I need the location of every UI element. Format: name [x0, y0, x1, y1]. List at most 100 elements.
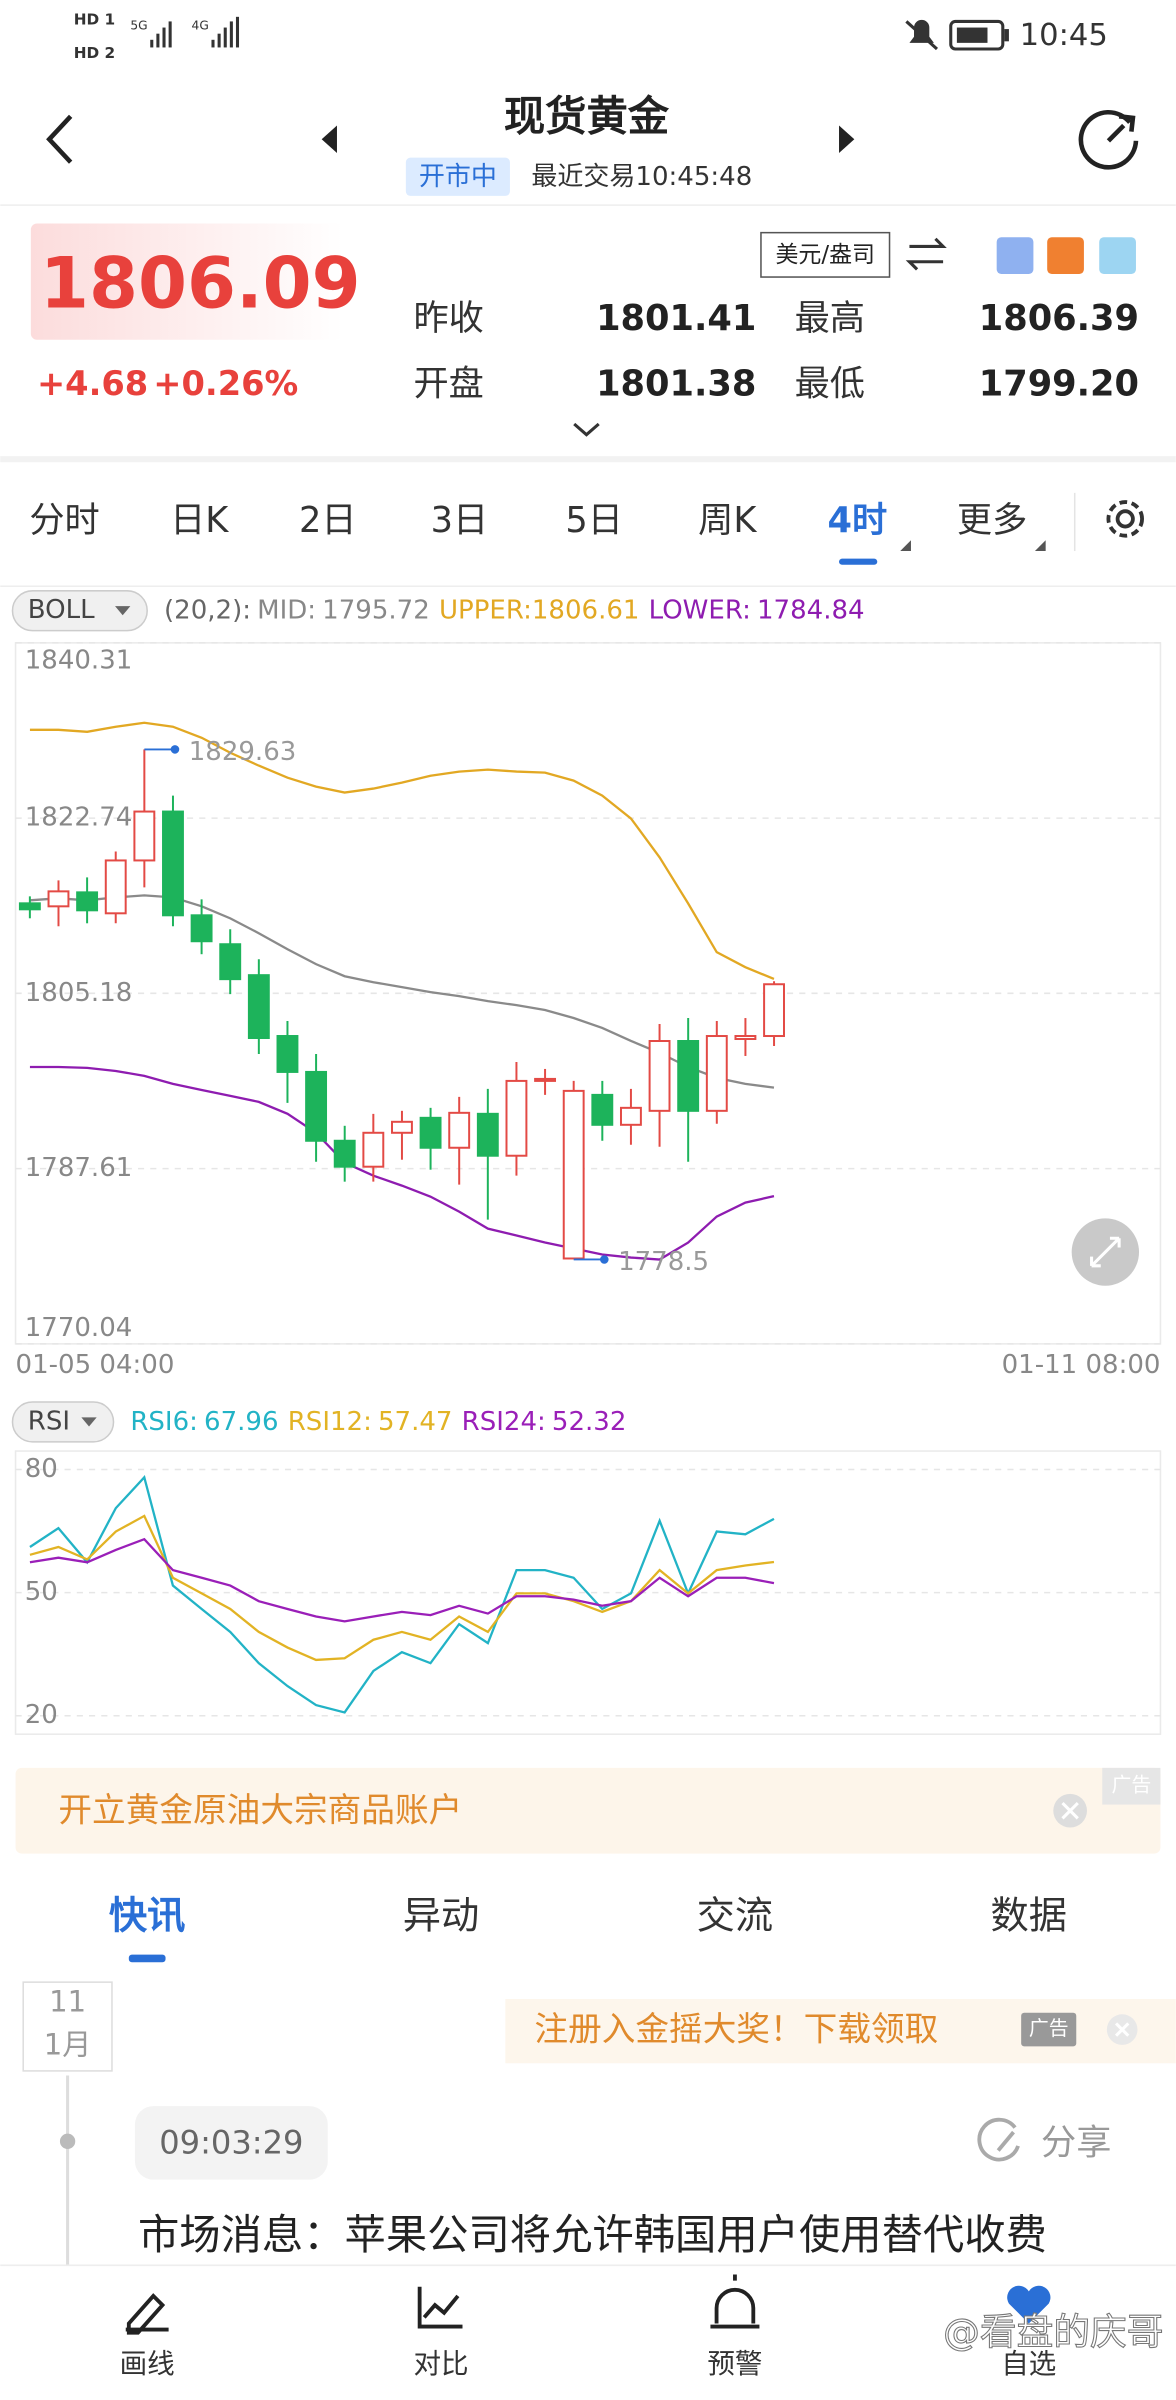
stat-value: 1806.39: [979, 298, 1139, 339]
period-tab[interactable]: 更多: [957, 500, 1027, 541]
nav-background: [0, 2265, 1176, 2400]
legend: RSI6: 67.96 RSI12: 57.47 RSI24: 52.32: [130, 1406, 626, 1436]
indicator-params: (20,2):: [164, 595, 251, 625]
news-tab[interactable]: 异动: [403, 1893, 480, 1938]
period-tab[interactable]: 2日: [299, 500, 357, 541]
close-icon: [1061, 1801, 1079, 1820]
header: 现货黄金 开市中 最近交易10:45:48: [0, 92, 1176, 206]
legend-value: 67.96: [204, 1406, 278, 1436]
period-tab[interactable]: 周K: [698, 500, 757, 541]
candle-body: [18, 902, 41, 911]
stat-label: 昨收: [414, 298, 484, 339]
stat-value: 1799.20: [979, 364, 1139, 405]
share-label: 分享: [1041, 2122, 1111, 2163]
legend-name: MID:: [257, 595, 316, 625]
indicator-line: [29, 1065, 775, 1261]
ad-badge: [1102, 1767, 1161, 1805]
tool-icon[interactable]: [1099, 237, 1136, 274]
candle-body: [734, 1035, 757, 1041]
watermark: @看盘的庆哥: [943, 2311, 1163, 2354]
news-headline[interactable]: 市场消息：苹果公司将允许韩国用户使用替代收费: [138, 2211, 1047, 2259]
share-button[interactable]: 分享: [977, 2117, 1111, 2164]
status-badge: [405, 157, 510, 196]
price-change: +4.68: [37, 364, 148, 403]
nav-label: 画线: [120, 2348, 175, 2380]
ad-banner[interactable]: 开立黄金原油大宗商品账户 广告: [15, 1767, 1161, 1854]
indicator-line: [29, 1514, 775, 1662]
date-day: 11: [49, 1985, 86, 2019]
time-pill: [134, 2106, 328, 2180]
rsi-legend: RSI RSI6: 67.96 RSI12: 57.47 RSI24: 52.32: [11, 1401, 626, 1443]
ad-background: [15, 1767, 1161, 1854]
extreme-label: 1778.5: [618, 1247, 709, 1277]
legend-value: 52.32: [552, 1406, 626, 1436]
stat-label: 最高: [795, 298, 865, 339]
candle-body: [391, 1120, 413, 1134]
y-tick-label: 1822.74: [25, 803, 133, 833]
nav-item[interactable]: 画线: [120, 2293, 175, 2380]
tool-icon[interactable]: [1047, 237, 1084, 274]
news-tab[interactable]: 数据: [991, 1893, 1067, 1938]
indicator-selector[interactable]: [11, 1401, 115, 1443]
period-tab[interactable]: 日K: [170, 500, 229, 541]
tool-icon[interactable]: [996, 237, 1034, 274]
next-button[interactable]: [839, 125, 855, 154]
stat-label: 最低: [795, 364, 865, 405]
candle-body: [362, 1131, 385, 1168]
candle-body: [448, 1111, 471, 1149]
candle-body: [219, 943, 242, 981]
news-tab-active[interactable]: 快讯: [109, 1893, 186, 1938]
candle-body: [419, 1116, 442, 1149]
indicator-name: RSI: [28, 1406, 70, 1436]
refresh-button[interactable]: [1078, 109, 1139, 170]
prev-button[interactable]: [321, 125, 337, 154]
legend-value: 1806.61: [532, 595, 640, 625]
network-label: 5G: [130, 19, 147, 33]
date-month: 1月: [44, 2027, 92, 2061]
candle-body: [247, 974, 270, 1040]
news-tab[interactable]: 交流: [697, 1893, 774, 1938]
period-tab[interactable]: 5日: [565, 500, 623, 541]
nav-item[interactable]: 对比: [414, 2286, 469, 2380]
stat-value: 1801.38: [596, 364, 756, 405]
status-bar: HD 1 HD 2 5G 4G 10:45: [74, 10, 1108, 62]
period-tab[interactable]: 3日: [431, 500, 489, 541]
indicator-line: [29, 1475, 775, 1714]
rsi-chart: 80 50 20: [15, 1454, 1161, 1730]
ad-badge-text: 广告: [1111, 1774, 1151, 1797]
ad-text: 注册入金摇大奖！下载领取: [534, 2010, 938, 2049]
news-time: 09:03:29: [159, 2123, 303, 2161]
candle-body: [133, 810, 156, 862]
y-tick-label: 20: [25, 1700, 58, 1730]
candle-body: [619, 1106, 642, 1126]
back-button[interactable]: [46, 114, 73, 164]
candle-body: [476, 1112, 499, 1157]
settings-button[interactable]: [1106, 500, 1144, 538]
x-axis-label: 01-11 08:00: [1002, 1350, 1161, 1380]
close-icon: [1114, 2022, 1130, 2037]
news-tabs: 快讯 异动 交流 数据: [109, 1893, 1067, 1963]
news-feed: 11 1月 注册入金摇大奖！下载领取 广告 09:03:29 分享 市场消息：苹…: [22, 1981, 1176, 2266]
swap-icon[interactable]: [905, 237, 947, 271]
period-tab[interactable]: 分时: [29, 500, 99, 541]
legend-value: 1795.72: [322, 595, 430, 625]
nav-item[interactable]: 自选: [1001, 2285, 1056, 2380]
timeline-dot: [59, 2133, 76, 2149]
extreme-dot: [600, 1255, 609, 1264]
nav-item[interactable]: 预警: [707, 2274, 762, 2380]
indicator-line: [29, 721, 775, 981]
date-box: [22, 1981, 113, 2072]
candle-body: [534, 1077, 557, 1082]
unit-box[interactable]: [760, 231, 891, 278]
indicator-selector[interactable]: [11, 590, 148, 632]
dropdown-marker: [115, 606, 131, 616]
ad-badge-text: 广告: [1029, 2017, 1069, 2040]
candle-body: [276, 1035, 299, 1073]
legend-name: LOWER:: [649, 595, 751, 625]
expand-chevron[interactable]: [573, 422, 600, 437]
period-tab-active[interactable]: 4时: [828, 500, 888, 541]
fullscreen-button[interactable]: [1071, 1218, 1140, 1286]
page-title: 现货黄金: [504, 92, 670, 140]
